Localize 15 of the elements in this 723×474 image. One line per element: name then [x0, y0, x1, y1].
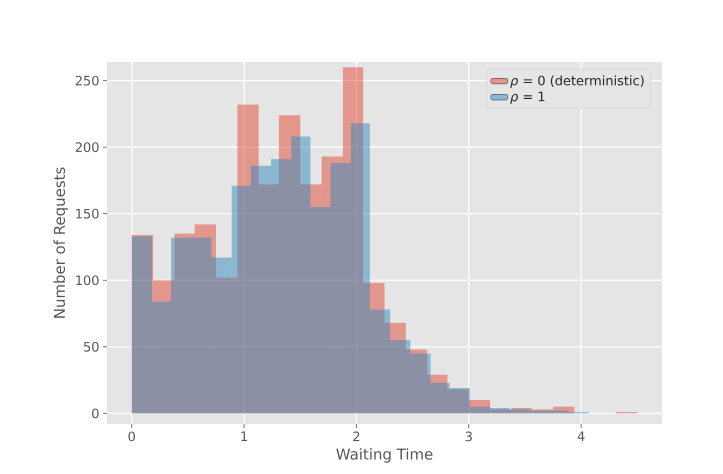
y-tick-label: 50	[84, 342, 99, 352]
x-tick-label: 3	[466, 432, 472, 442]
y-tick-label: 250	[76, 76, 99, 86]
x-tick-label: 4	[578, 432, 585, 441]
legend-label: ρ = 1	[510, 92, 544, 104]
x-axis-title: Waiting Time	[336, 448, 432, 463]
legend-label: ρ = 0 (deterministic)	[510, 75, 644, 88]
x-tick-label: 1	[241, 432, 247, 441]
y-tick-label: 100	[76, 275, 99, 286]
y-tick-label: 150	[76, 208, 99, 219]
y-tick-label: 0	[92, 408, 99, 418]
y-tick-label: 200	[76, 142, 99, 152]
y-axis-title: Number of Requests	[53, 168, 68, 318]
x-tick-label: 2	[353, 432, 360, 442]
x-tick-label: 0	[128, 432, 135, 442]
